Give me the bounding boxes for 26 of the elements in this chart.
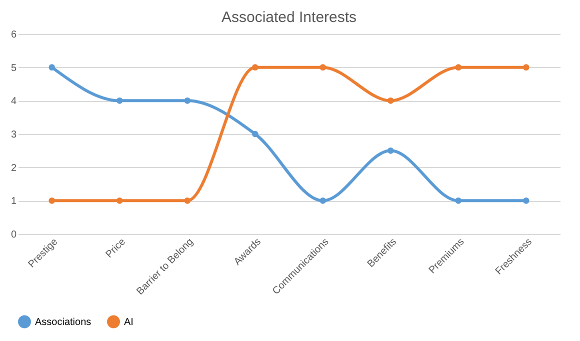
point: [455, 198, 462, 204]
point: [522, 198, 530, 204]
point: [252, 130, 258, 138]
legend-label: AI: [124, 316, 134, 328]
point: [455, 64, 462, 70]
y-tick-label: 6: [10, 30, 17, 40]
point: [320, 198, 326, 204]
point: [387, 148, 394, 154]
point: [116, 198, 123, 204]
y-tick-label: 0: [10, 230, 17, 240]
point: [252, 64, 258, 70]
point: [184, 198, 191, 204]
point: [320, 64, 326, 70]
y-tick-label: 3: [10, 130, 17, 140]
legend-label: Associations: [35, 316, 92, 328]
y-tick-label: 4: [10, 96, 17, 108]
point: [387, 98, 394, 104]
point: [116, 98, 123, 104]
y-tick-label: 1: [10, 196, 17, 208]
point: [48, 64, 56, 70]
point: [184, 98, 191, 104]
y-tick-label: 2: [10, 162, 17, 174]
y-tick-label: 5: [10, 62, 17, 74]
point: [522, 64, 530, 70]
point: [48, 198, 56, 204]
chart-title: Associated Interests: [221, 9, 357, 26]
